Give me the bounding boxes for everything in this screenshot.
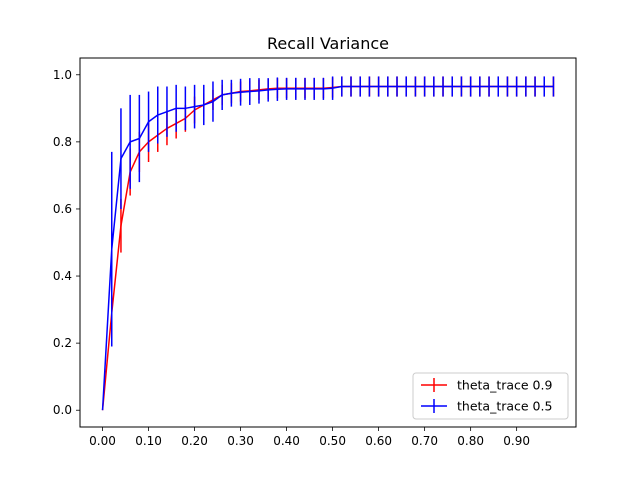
y-tick-label: 0.8	[53, 135, 72, 149]
legend: theta_trace 0.9 theta_trace 0.5	[412, 372, 569, 420]
x-tick-label: 0.20	[181, 434, 208, 448]
x-tick-label: 0.70	[411, 434, 438, 448]
series-line	[101, 85, 554, 411]
x-tick-label: 0.10	[135, 434, 162, 448]
x-tick-label: 0.90	[503, 434, 530, 448]
series-layer	[101, 76, 555, 411]
x-tick-label: 0.40	[273, 434, 300, 448]
axes-frame	[79, 57, 577, 428]
x-tick-label: 0.60	[365, 434, 392, 448]
legend-item: theta_trace 0.9	[421, 378, 552, 393]
y-tick-label: 1.0	[53, 68, 72, 82]
y-tick-label: 0.4	[53, 269, 72, 283]
legend-box	[412, 372, 569, 420]
x-tick-label: 0.30	[227, 434, 254, 448]
legend-item: theta_trace 0.5	[421, 399, 552, 414]
legend-label: theta_trace 0.5	[457, 399, 552, 414]
y-tick-label: 0.6	[53, 202, 72, 216]
axes-layer: 0.00 0.10 0.20 0.30 0.40 0.50 0.60 0.70 0.80 0.90…	[53, 57, 577, 448]
x-tick-label: 0.80	[457, 434, 484, 448]
x-tick-label: 0.00	[89, 434, 116, 448]
y-tick-label: 0.0	[53, 403, 72, 417]
series-2	[101, 76, 555, 411]
legend-label: theta_trace 0.9	[457, 378, 552, 393]
x-tick-label: 0.50	[319, 434, 346, 448]
y-tick-label: 0.2	[53, 336, 72, 350]
chart-title: Recall Variance	[267, 34, 389, 53]
